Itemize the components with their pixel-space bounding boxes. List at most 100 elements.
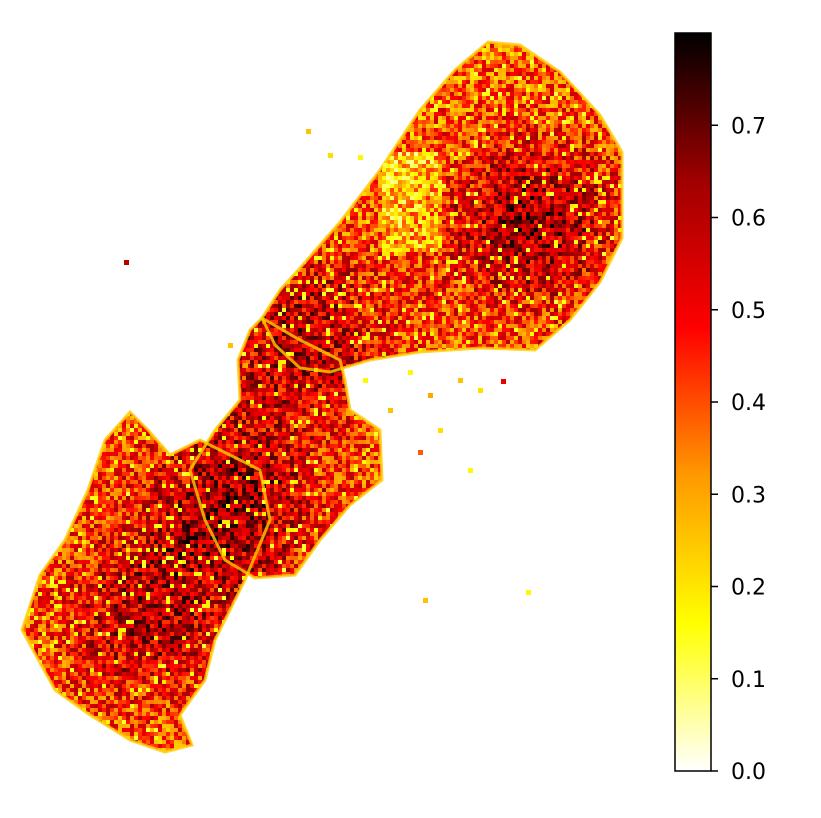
heatmap-cell [346,168,350,172]
heatmap-cell [558,156,562,160]
heatmap-cell [394,56,398,60]
heatmap-cell [602,144,606,148]
heatmap-cell [18,124,22,128]
heatmap-cell [174,128,178,132]
heatmap-cell [390,76,394,80]
heatmap-cell [342,140,346,144]
heatmap-cell [278,88,282,92]
heatmap-cell [478,104,482,108]
heatmap-cell [322,164,326,168]
heatmap-cell [234,132,238,136]
heatmap-cell [250,68,254,72]
heatmap-cell [30,42,34,44]
heatmap-cell [382,116,386,120]
heatmap-cell [298,128,302,132]
heatmap-cell [418,100,422,104]
heatmap-cell [150,72,154,76]
heatmap-cell [450,144,454,148]
heatmap-cell [266,136,270,140]
heatmap-cell [566,48,570,52]
heatmap-cell [74,42,78,44]
heatmap-cell [538,68,542,72]
heatmap-cell [582,88,586,92]
heatmap-cell [18,116,22,120]
heatmap-cell [102,116,106,120]
heatmap-cell [486,108,490,112]
heatmap-cell [538,52,542,56]
heatmap-cell [222,140,226,144]
heatmap-cell [230,140,234,144]
heatmap-cell [410,96,414,100]
heatmap-cell [270,104,274,108]
heatmap-cell [514,56,518,60]
heatmap-cell [214,152,218,156]
heatmap-cell [18,168,22,172]
heatmap-cell [322,136,326,140]
heatmap-cell [194,144,198,148]
heatmap-cell [142,108,146,112]
heatmap-cell [622,124,626,128]
heatmap-cell [510,68,514,72]
heatmap-cell [542,88,546,92]
heatmap-cell [266,160,270,164]
heatmap-cell [46,64,50,68]
heatmap-cell [590,42,594,44]
heatmap-cell [554,132,558,136]
heatmap-cell [206,140,210,144]
heatmap-cell [350,100,354,104]
heatmap-cell [462,124,466,128]
heatmap-cell [578,140,582,144]
heatmap-cell [198,112,202,116]
heatmap-cell [146,120,150,124]
heatmap-cell [86,148,90,152]
heatmap-cell [354,152,358,156]
heatmap-cell [218,100,222,104]
heatmap-cell [214,60,218,64]
heatmap-cell [526,148,530,152]
heatmap-cell [362,60,366,64]
heatmap-cell [22,100,26,104]
heatmap-cell [126,60,130,64]
heatmap-cell [226,164,230,168]
heatmap-cell [510,64,514,68]
heatmap-cell [158,128,162,132]
heatmap-cell [342,72,346,76]
heatmap-cell [602,128,606,132]
heatmap-cell [250,152,254,156]
heatmap-cell [190,124,194,128]
heatmap-cell [358,56,362,60]
heatmap-cell [518,148,522,152]
heatmap-cell [330,144,334,148]
heatmap-cell [582,100,586,104]
heatmap-cell [290,88,294,92]
heatmap-cell [22,148,26,152]
heatmap-cell [158,96,162,100]
heatmap-cell [254,48,258,52]
heatmap-cell [206,44,210,48]
heatmap-cell [470,140,474,144]
heatmap-cell [354,48,358,52]
heatmap-cell [370,136,374,140]
heatmap-cell [182,84,186,88]
heatmap-cell [534,48,538,52]
heatmap-cell [34,56,38,60]
heatmap-cell [34,144,38,148]
heatmap-cell [454,132,458,136]
heatmap-cell [506,164,510,168]
heatmap-cell [234,164,238,168]
heatmap-cell [130,100,134,104]
heatmap-cell [158,84,162,88]
heatmap-cell [354,116,358,120]
heatmap-cell [446,136,450,140]
heatmap-cell [346,148,350,152]
heatmap-cell [38,144,42,148]
heatmap-cell [166,80,170,84]
heatmap-cell [614,56,618,60]
heatmap-cell [30,152,34,156]
heatmap-cell [530,56,534,60]
heatmap-cell [522,100,526,104]
heatmap-cell [230,80,234,84]
heatmap-cell [578,84,582,88]
heatmap-cell [146,60,150,64]
heatmap-cell [138,44,142,48]
